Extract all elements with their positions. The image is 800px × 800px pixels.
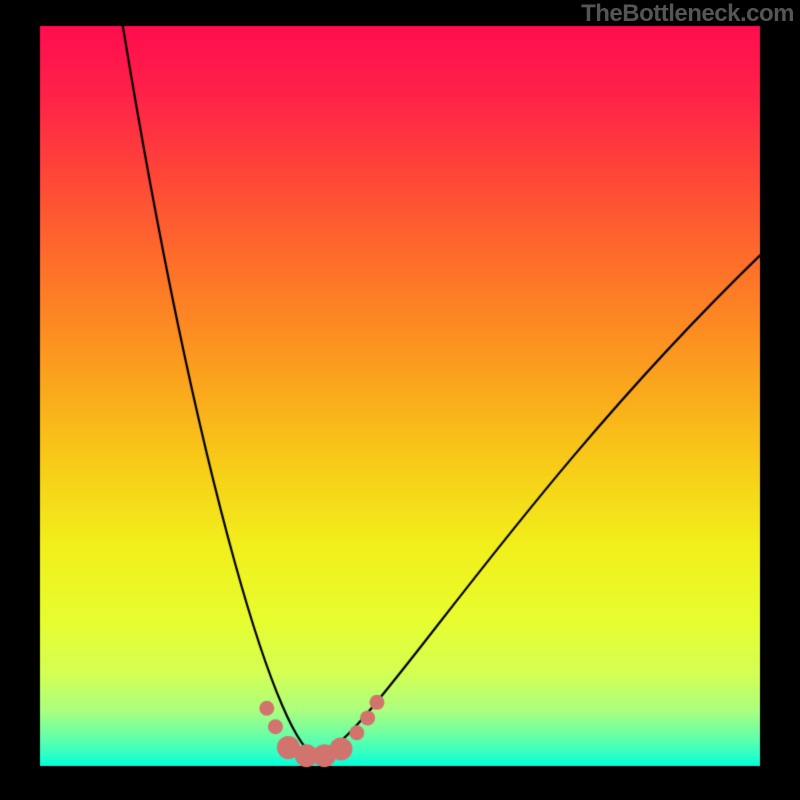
chart-container: TheBottleneck.com <box>0 0 800 800</box>
watermark-text: TheBottleneck.com <box>581 0 794 28</box>
bottleneck-chart-canvas <box>0 0 800 800</box>
